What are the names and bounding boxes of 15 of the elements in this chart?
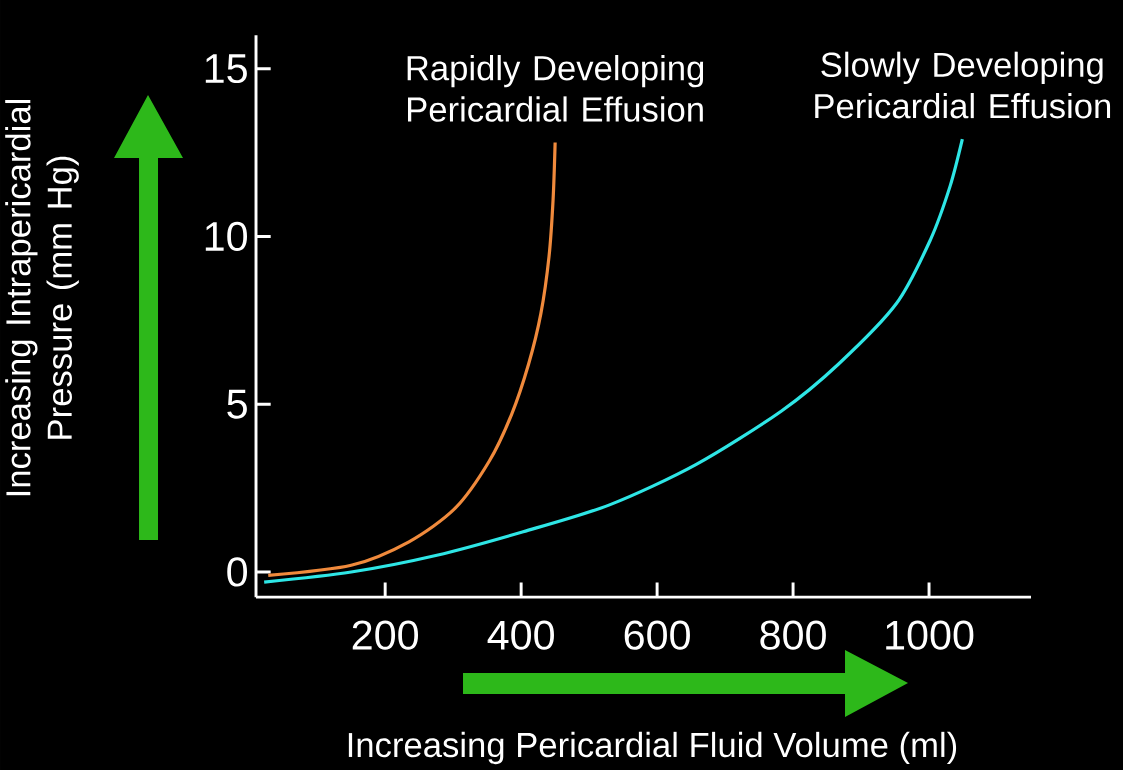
x-tick-label: 600 [624, 620, 690, 650]
y-tick-label: 10 [205, 221, 248, 252]
y-tick-label: 15 [205, 54, 247, 84]
y-tick-label: 5 [227, 389, 247, 419]
series-label: Slowly Developing Pericardial Effusion [815, 51, 1111, 119]
line-series [266, 140, 557, 577]
x-tick-label: 1000 [886, 620, 974, 650]
x-axis-title: Increasing Pericardial Fluid Volume (ml) [348, 731, 957, 765]
line-series [262, 137, 964, 584]
y-tick-label: 0 [227, 557, 248, 587]
x-tick-label: 800 [760, 620, 826, 650]
x-tick-label: 200 [352, 620, 419, 650]
x-tick-label: 400 [487, 620, 554, 650]
series-label: Rapidly Developing Pericardial Effusion [407, 55, 704, 122]
y-axis-title: Increasing Intrapericardial Pressure (mm Hg) [5, 100, 79, 496]
